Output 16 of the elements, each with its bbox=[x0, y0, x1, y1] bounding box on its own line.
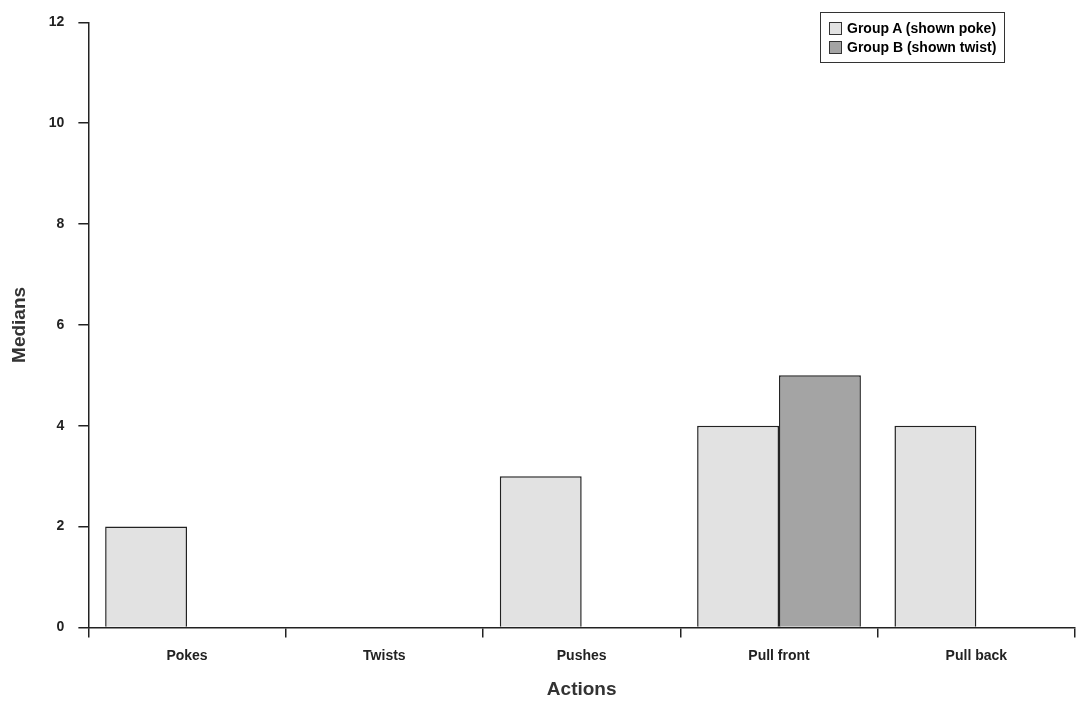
y-tick-label: 0 bbox=[56, 618, 65, 635]
y-tick-label: 6 bbox=[56, 315, 65, 332]
x-tick-label: Twists bbox=[363, 646, 406, 663]
y-tick-label: 8 bbox=[56, 214, 65, 231]
x-tick-label: Pokes bbox=[166, 646, 208, 663]
legend-label: Group A (shown poke) bbox=[847, 20, 997, 37]
y-axis-title: Medians bbox=[7, 286, 29, 363]
y-tick-label: 2 bbox=[56, 517, 65, 534]
x-tick-label: Pull front bbox=[748, 646, 811, 663]
x-tick-label: Pushes bbox=[556, 646, 607, 663]
x-tick-label: Pull back bbox=[945, 646, 1008, 663]
y-tick-label: 4 bbox=[56, 416, 65, 433]
y-tick-label: 10 bbox=[48, 114, 65, 131]
y-tick-label: 12 bbox=[48, 13, 65, 30]
legend-label: Group B (shown twist) bbox=[847, 39, 997, 56]
x-axis-title: Actions bbox=[546, 677, 617, 699]
